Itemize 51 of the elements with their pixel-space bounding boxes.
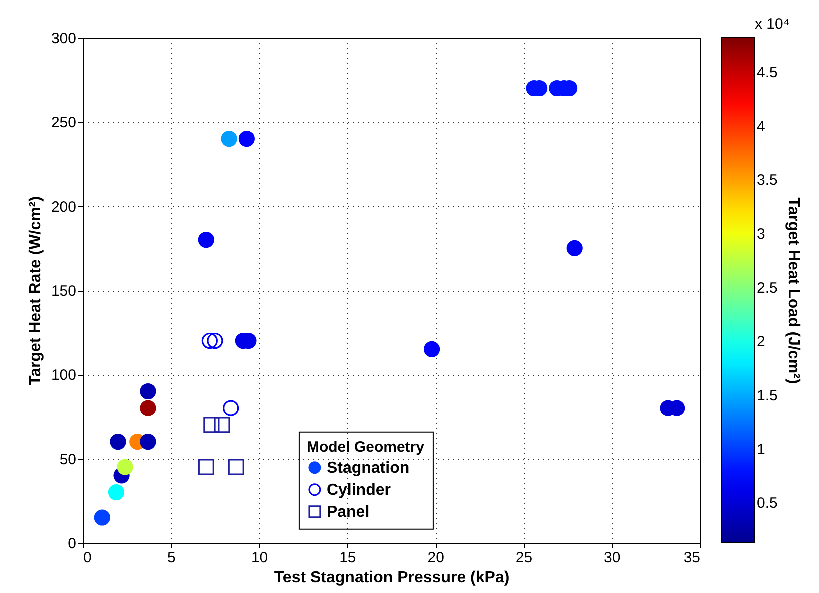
x-tick-label: 0	[84, 550, 92, 566]
color-bar-label: 1	[757, 441, 766, 458]
legend-label: Panel	[326, 504, 370, 521]
point	[223, 400, 240, 416]
y-tick-label: 100	[51, 367, 76, 384]
x-tick-label: 10	[251, 550, 268, 566]
y-tick-label: 150	[51, 283, 76, 300]
point	[221, 130, 238, 148]
point	[228, 459, 244, 476]
point	[140, 400, 156, 416]
legend-title: Model Geometry	[306, 438, 426, 456]
point	[117, 459, 134, 476]
color-bar-label: 3.5	[757, 172, 778, 190]
x-axis-title: Test Stagnation Pressure (kPa)	[274, 570, 510, 586]
point	[108, 484, 125, 501]
color-bar-label: 4	[757, 118, 766, 136]
point	[238, 130, 255, 148]
point	[140, 383, 156, 400]
point	[140, 434, 156, 450]
y-axis-title: Target Heat Rate (W/cm²)	[27, 196, 44, 386]
point	[207, 332, 224, 350]
color-bar-label: 2	[757, 334, 766, 351]
point	[202, 332, 218, 350]
x-tick-label: 35	[684, 550, 700, 566]
x-tick-label: 5	[167, 550, 176, 566]
point	[110, 434, 126, 450]
point	[198, 459, 214, 476]
color-bar-label: 3	[757, 226, 766, 243]
text: x 10⁴	[755, 16, 790, 33]
y-tick-label: 250	[51, 114, 76, 132]
y-tick-label: 200	[51, 198, 76, 216]
color-bar-title: Target Heat Load (J/cm²)	[785, 198, 802, 384]
legend-label: Cylinder	[326, 482, 391, 499]
x-tick-label: 15	[340, 550, 356, 566]
color-bar-label: 2.5	[757, 280, 778, 297]
color-bar-label: 0.5	[757, 495, 778, 512]
point	[214, 417, 230, 434]
point	[424, 341, 440, 358]
y-tick-label: 50	[60, 451, 76, 468]
legend-label: Stagnation	[326, 460, 410, 477]
point	[94, 510, 110, 526]
x-tick-label: 20	[428, 550, 444, 566]
point	[566, 240, 583, 256]
point	[198, 232, 214, 248]
x-tick-label: 25	[516, 550, 533, 566]
color-bar-label: 1.5	[757, 387, 778, 404]
x-tick-label: 30	[604, 550, 621, 566]
color-bar-label: 4.5	[757, 64, 778, 82]
point	[204, 417, 220, 434]
y-tick-label: 0	[68, 536, 76, 552]
y-tick-label: 300	[51, 30, 76, 48]
